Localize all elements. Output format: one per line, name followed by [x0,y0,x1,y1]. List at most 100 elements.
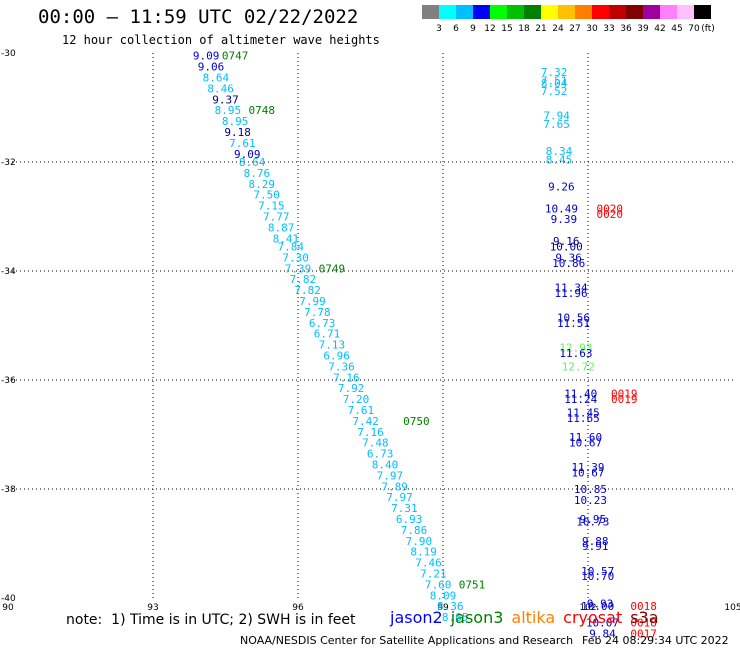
wave-height-label: 7.52 [541,85,568,98]
wave-height-label: 7.94 [543,110,570,123]
legend-entry: s3a [630,608,659,627]
color-swatch [558,5,575,19]
colorbar-unit: (ft) [701,24,715,34]
wave-height-label: 10.73 [576,516,609,529]
colorbar-label: 27 [569,24,580,34]
colorbar-label: 30 [586,24,598,34]
y-tick-label: -40 [1,594,16,604]
wave-height-label: 7.97 [386,491,413,504]
wave-height-label: 8.46 [207,82,234,95]
colorbar-label: 45 [671,24,682,34]
time-label: 0017 [630,627,657,640]
wave-height-label: 11.34 [555,281,588,294]
y-tick-label: -34 [1,267,16,277]
colorbar-label: 9 [470,24,476,34]
wave-height-label: 7.86 [401,524,428,537]
wave-height-label: 10.67 [571,467,604,480]
time-label: 0020 [597,202,624,215]
colorbar-label: 39 [637,24,649,34]
time-label: 0748 [249,104,276,117]
wave-height-label: 9.26 [548,181,575,194]
wave-height-label: 9.39 [551,213,578,226]
colorbar-label: 21 [535,24,546,34]
wave-height-label: 9.36 [555,251,582,264]
wave-height-label: 9.18 [224,126,251,139]
colorbar-label: 15 [501,24,512,34]
wave-height-label: 11.40 [564,388,597,401]
wave-height-label: 8.64 [203,72,230,85]
wave-height-label: 8.87 [268,221,295,234]
wave-height-label: 7.46 [415,557,442,570]
wave-height-label: 9.09 [193,50,220,63]
time-label: 0747 [222,50,249,63]
color-swatch [626,5,643,19]
credit-text: NOAA/NESDIS Center for Satellite Applica… [240,634,574,647]
color-swatch [524,5,541,19]
wave-height-label: 6.73 [367,448,394,461]
chart-subtitle: 12 hour collection of altimeter wave hei… [62,33,380,47]
wave-height-label: 11.63 [559,347,592,360]
wave-height-label: 10.23 [574,494,607,507]
color-swatch [609,5,626,19]
wave-height-label: 9.37 [212,93,239,106]
chart-title: 00:00 – 11:59 UTC 02/22/2022 [38,6,359,28]
x-tick-label: 102 [579,603,596,613]
wave-height-label: 11.24 [564,393,597,406]
color-swatch [507,5,524,19]
wave-height-label: 7.32 [541,66,568,79]
y-tick-label: -32 [1,158,16,168]
time-label: 0018 [630,600,657,613]
color-swatch [439,5,456,19]
color-swatch [473,5,490,19]
wave-height-label: 7.39 [285,262,312,275]
wave-height-label: 9.88 [582,535,609,548]
wave-height-label: 8.41 [273,232,300,245]
wave-height-label: 11.65 [567,412,600,425]
wave-height-label: 10.70 [581,570,614,583]
color-swatch [592,5,609,19]
wave-height-label: 8.95 [222,115,249,128]
wave-height-label: 7.77 [263,211,290,224]
wave-height-label: 7.20 [343,393,370,406]
time-label: 0749 [319,262,346,275]
wave-height-label: 8.36 [437,600,464,613]
wave-height-label: 7.82 [294,284,321,297]
colorbar-label: 6 [453,24,459,34]
color-swatch [660,5,677,19]
wave-height-label: 7.82 [290,273,317,286]
wave-height-label: 7.90 [406,535,433,548]
wave-height-label: 7.99 [299,295,326,308]
legend-entry: jason3 [450,608,504,627]
wave-height-label: 8.09 [430,589,457,602]
wave-height-label: 10.00 [550,240,583,253]
x-tick-label: 99 [437,603,449,613]
wave-height-label: 10.49 [545,202,578,215]
time-label: 0751 [459,578,486,591]
wave-height-label: 10.00 [581,600,614,613]
colorbar-label: 3 [436,24,442,34]
wave-height-label: 7.61 [348,404,375,417]
wave-height-label: 7.51 [541,74,568,87]
plot-grid [8,53,733,598]
time-label: 0020 [597,208,624,221]
wave-height-label: 10.86 [552,257,585,270]
wave-height-label: 6.93 [396,513,423,526]
wave-height-label: 7.31 [391,502,418,515]
wave-height-label: 8.64 [239,156,266,169]
wave-height-label: 8.45 [546,153,573,166]
x-tick-label: 96 [292,603,304,613]
wave-height-label: 11.51 [557,317,590,330]
color-swatch [541,5,558,19]
wave-height-label: 8.65 [442,611,469,624]
wave-height-label: 6.96 [323,349,350,362]
legend-entry: jason2 [390,608,443,627]
wave-height-label: 11.60 [569,431,602,444]
wave-height-label: 7.21 [420,567,447,580]
wave-height-label: 10.56 [557,311,590,324]
colorbar-label: 36 [620,24,632,34]
wave-height-label: 9.91 [582,540,609,553]
satellite-legend: jason2 jason3 altika cryosat s3a [390,608,667,627]
wave-height-label: 7.36 [328,360,355,373]
footer-note: note: 1) Time is in UTC; 2) SWH is in fe… [66,612,356,628]
